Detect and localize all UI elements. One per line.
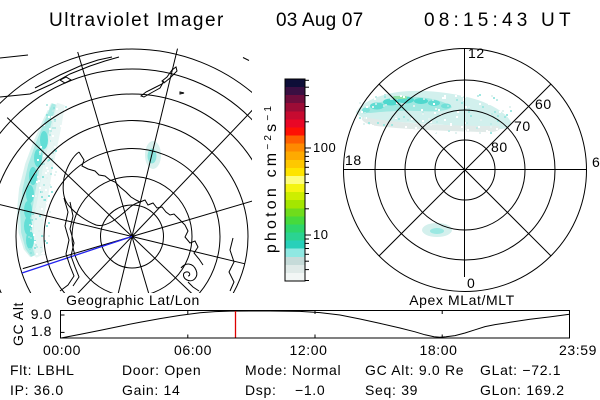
svg-text:1.8: 1.8	[31, 323, 52, 339]
svg-text:80: 80	[491, 139, 508, 155]
svg-text:10: 10	[313, 227, 328, 242]
svg-text:GLon: 169.2: GLon: 169.2	[480, 382, 565, 398]
svg-text:Door: Open: Door: Open	[122, 362, 201, 378]
svg-text:Flt: LBHL: Flt: LBHL	[10, 362, 75, 378]
svg-text:GLat: −72.1: GLat: −72.1	[480, 362, 561, 378]
svg-text:08:15:43 UT: 08:15:43 UT	[424, 10, 575, 31]
svg-text:12: 12	[468, 45, 485, 61]
svg-text:06:00: 06:00	[174, 342, 212, 358]
svg-text:GC Alt: 9.0 Re: GC Alt: 9.0 Re	[365, 362, 464, 378]
svg-text:Geographic Lat/Lon: Geographic Lat/Lon	[66, 292, 200, 308]
svg-text:9.0: 9.0	[31, 306, 52, 322]
svg-text:18: 18	[345, 152, 362, 168]
svg-text:photon cm−2s−1: photon cm−2s−1	[263, 103, 280, 253]
svg-text:70: 70	[514, 118, 531, 134]
svg-text:Dsp: −1.0: Dsp: −1.0	[245, 382, 325, 398]
svg-text:Seq: 39: Seq: 39	[365, 382, 418, 398]
svg-text:12:00: 12:00	[289, 342, 327, 358]
svg-text:100: 100	[313, 140, 336, 155]
svg-text:00:00: 00:00	[43, 342, 81, 358]
svg-text:Apex MLat/MLT: Apex MLat/MLT	[409, 292, 515, 308]
svg-text:Mode: Normal: Mode: Normal	[245, 362, 341, 378]
svg-text:IP: 36.0: IP: 36.0	[10, 382, 64, 398]
svg-text:03 Aug 07: 03 Aug 07	[276, 10, 363, 31]
svg-text:6: 6	[592, 154, 600, 170]
svg-text:23:59: 23:59	[559, 342, 597, 358]
svg-text:60: 60	[535, 96, 552, 112]
svg-text:18:00: 18:00	[419, 342, 457, 358]
svg-text:Gain: 14: Gain: 14	[122, 382, 181, 398]
svg-text:0: 0	[467, 275, 475, 291]
svg-text:GC Alt: GC Alt	[10, 302, 26, 346]
svg-text:Ultraviolet Imager: Ultraviolet Imager	[49, 10, 225, 31]
